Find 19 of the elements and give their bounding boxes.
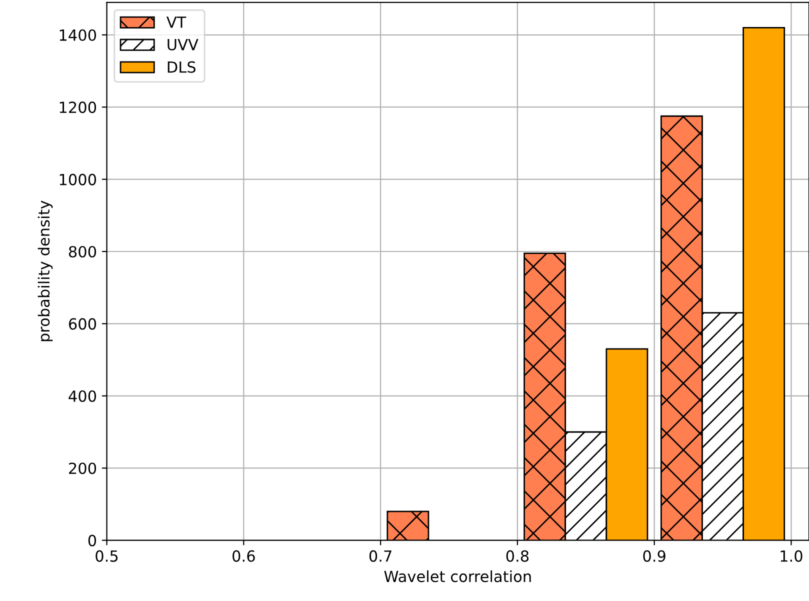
- legend-label: UVV: [168, 39, 198, 50]
- legend-label: VT: [166, 16, 186, 28]
- x-tick-label: 0.7: [369, 550, 392, 562]
- x-tick-label: 0.5: [96, 550, 118, 562]
- y-tick-label: 800: [68, 246, 96, 258]
- y-axis-title: probability density: [38, 200, 53, 342]
- y-tick-label: 1200: [60, 102, 96, 114]
- y-tick-label: 600: [68, 318, 96, 330]
- y-tick-label: 1400: [60, 29, 96, 41]
- x-tick-label: 0.6: [232, 550, 255, 562]
- legend-label: DLS: [168, 61, 196, 73]
- y-tick-label: 0: [88, 534, 96, 546]
- x-tick-label: 0.8: [506, 550, 529, 562]
- y-tick-label: 1000: [60, 174, 96, 186]
- x-axis-title: Wavelet correlation: [384, 570, 531, 582]
- x-tick-label: 0.9: [643, 550, 666, 562]
- y-tick-label: 200: [69, 462, 96, 474]
- y-tick-label: 400: [68, 390, 96, 402]
- x-tick-label: 1.0: [780, 550, 802, 562]
